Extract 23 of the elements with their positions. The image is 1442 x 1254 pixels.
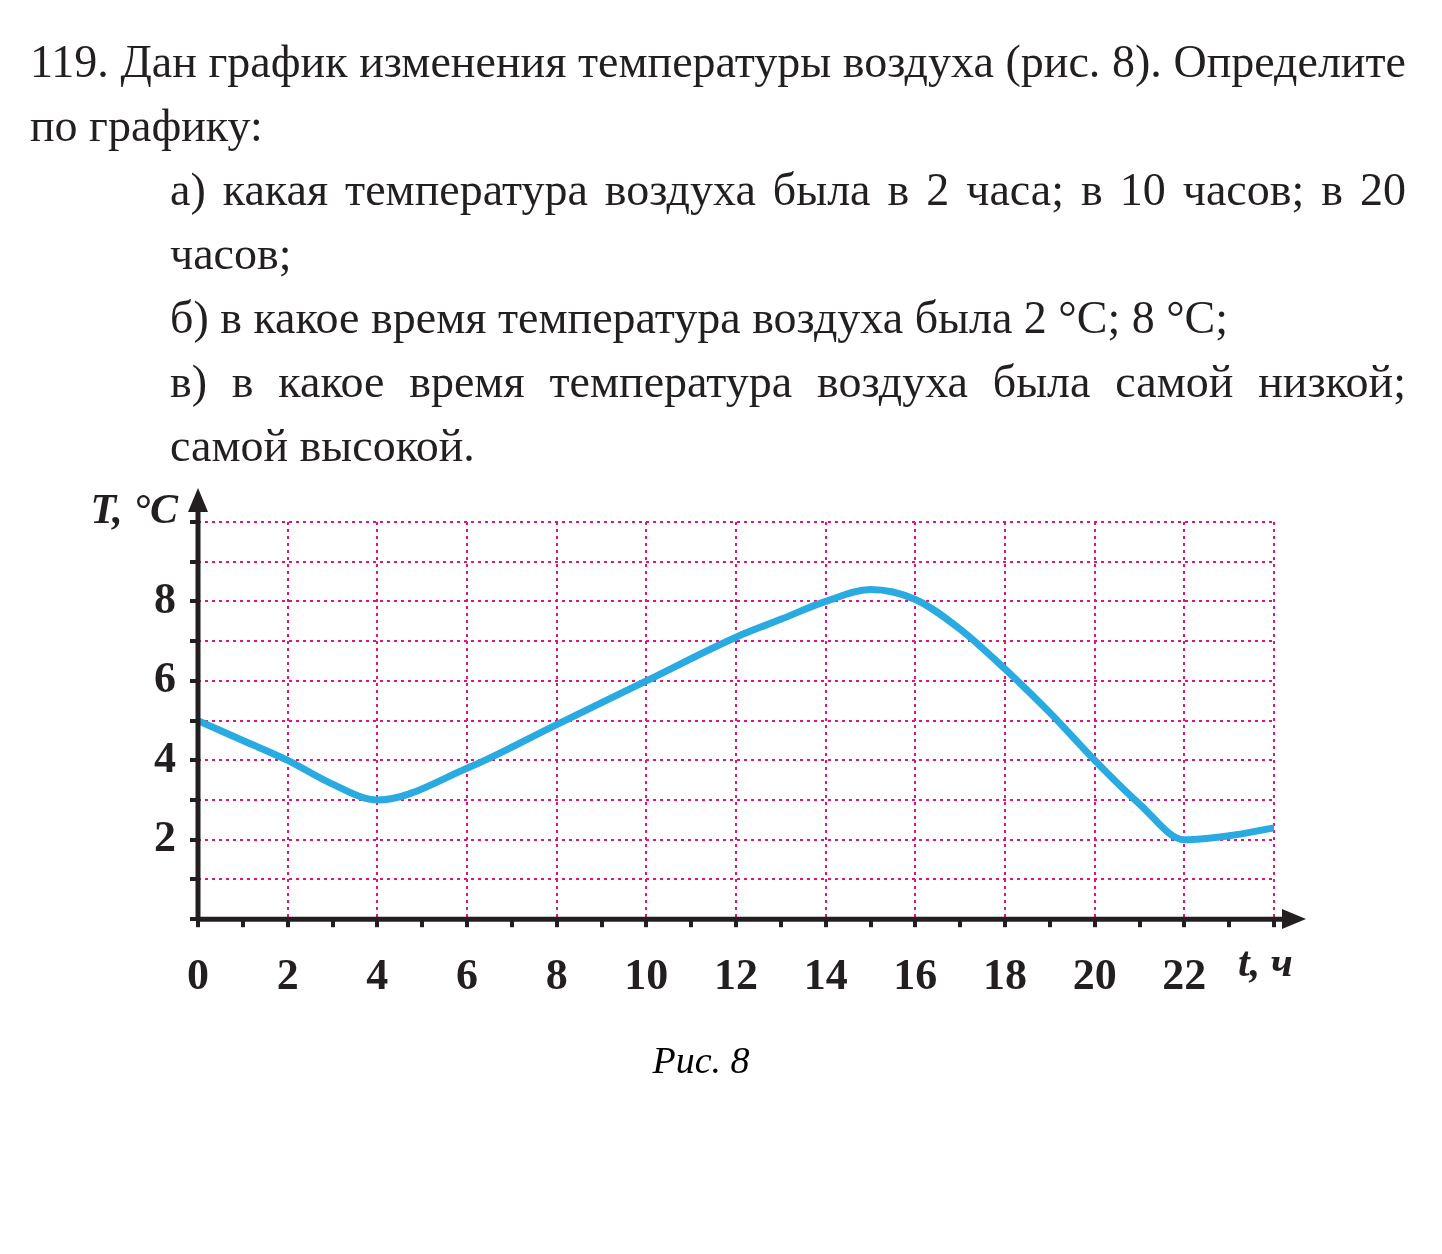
y-tick-label: 8: [154, 573, 176, 623]
x-tick-label: 14: [803, 949, 848, 999]
y-tick-label: 4: [154, 732, 176, 782]
text: а) какая температура воздуха была в 2 часа; в 10 часов; в 20 часов;: [169, 163, 1406, 281]
x-tick-label: 12: [714, 949, 758, 999]
y-axis-title: T, °C: [90, 485, 179, 532]
y-tick-label: 2: [154, 812, 176, 862]
y-tick-label: 6: [154, 653, 176, 703]
text: Рис. 8: [651, 1038, 751, 1082]
x-tick-label: 22: [1162, 949, 1207, 999]
x-tick-label: 8: [545, 949, 568, 999]
x-tick-label: 4: [366, 949, 389, 999]
x-tick-label: 10: [624, 949, 669, 999]
x-tick-label: 2: [276, 949, 299, 999]
x-axis-title: t, ч: [1238, 939, 1293, 986]
chart-title: 119. Дан график изменения температуры воздуха (рис. 8). Определите по графику:: [30, 35, 1406, 153]
text: в) в какое время температура воздуха была самой низкой; самой высокой.: [169, 355, 1406, 473]
x-tick-label: 18: [983, 949, 1027, 999]
x-tick-label: 0: [187, 949, 209, 999]
x-tick-label: 16: [893, 949, 938, 999]
text: б) в какое время температура воздуха была 2 °C; 8 °C;: [169, 291, 1230, 345]
x-tick-label: 20: [1072, 949, 1117, 999]
x-tick-label: 6: [456, 949, 478, 999]
